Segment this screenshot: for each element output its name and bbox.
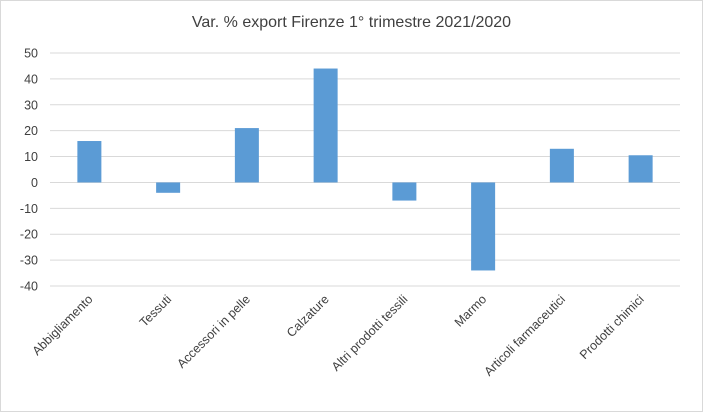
y-tick-label: 0 <box>31 176 38 190</box>
chart-title: Var. % export Firenze 1° trimestre 2021/… <box>191 14 512 31</box>
y-tick-label: -30 <box>20 254 38 268</box>
y-tick-label: 40 <box>24 72 38 86</box>
y-tick-label: 20 <box>24 124 38 138</box>
bar-abbigliamento <box>77 141 102 183</box>
x-tick-label: Marmo <box>452 292 489 329</box>
y-tick-label: -40 <box>20 280 38 294</box>
bar-altri-prodotti-tessili <box>392 182 417 201</box>
x-tick-label: Prodotti chimici <box>577 292 647 362</box>
x-tick-label: Tessuti <box>137 292 174 329</box>
x-tick-label: Accessori in pelle <box>174 292 253 371</box>
y-tick-label: 10 <box>24 150 38 164</box>
bar-articoli-farmaceutici <box>549 148 574 183</box>
bar-accessori-in-pelle <box>234 128 259 183</box>
y-tick-label: 50 <box>24 47 38 61</box>
x-tick-label: Abbigliamento <box>30 292 96 358</box>
y-tick-label: 30 <box>24 98 38 112</box>
bar-tessuti <box>156 182 181 193</box>
bar-prodotti-chimici <box>628 155 653 183</box>
bar-marmo <box>471 182 496 271</box>
bar-calzature <box>313 68 338 183</box>
x-tick-label: Calzature <box>284 292 332 340</box>
x-tick-label: Altri prodotti tessili <box>329 292 411 374</box>
y-tick-label: -20 <box>20 228 38 242</box>
x-tick-label: Articoli farmaceutici <box>481 292 568 379</box>
y-tick-label: -10 <box>20 202 38 216</box>
